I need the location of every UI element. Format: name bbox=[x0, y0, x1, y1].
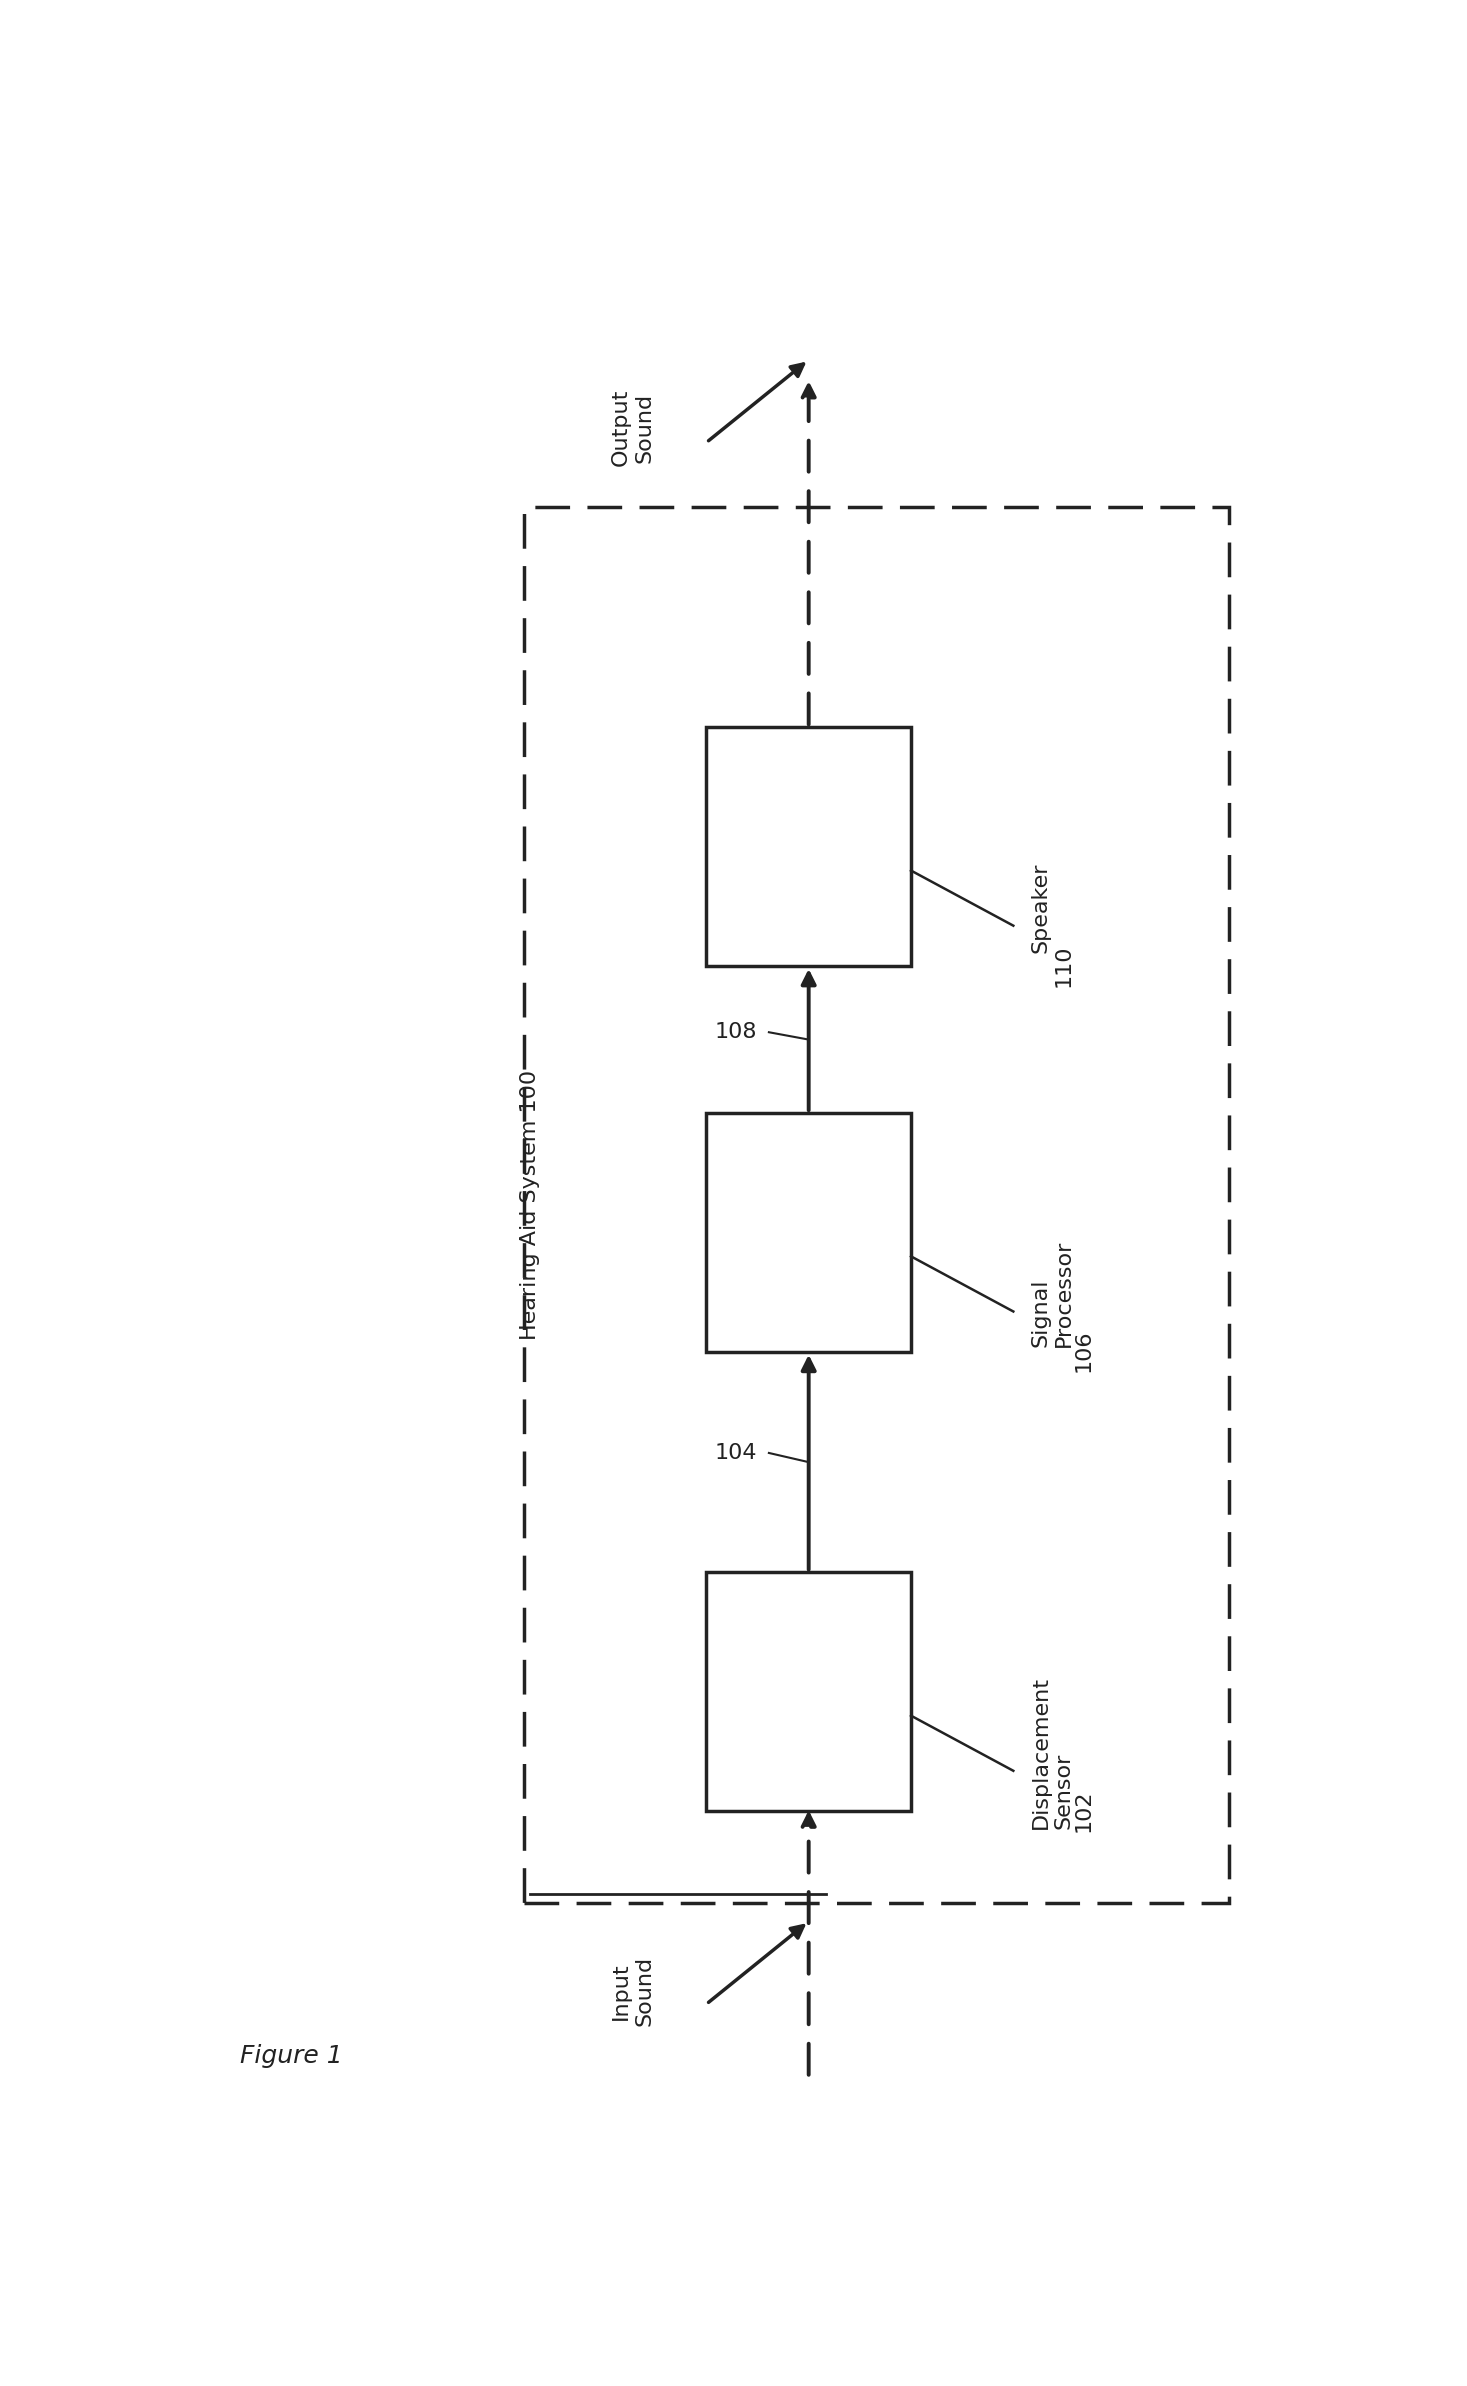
Text: Speaker: Speaker bbox=[1030, 861, 1050, 952]
Text: 104: 104 bbox=[714, 1444, 757, 1463]
Bar bbox=[707, 1112, 911, 1353]
Text: Figure 1: Figure 1 bbox=[241, 2045, 343, 2069]
Text: Hearing Aid System 100: Hearing Aid System 100 bbox=[521, 1069, 540, 1341]
Bar bbox=[525, 506, 1229, 1904]
Text: 110: 110 bbox=[1053, 945, 1074, 985]
Text: Displacement
Sensor: Displacement Sensor bbox=[1030, 1675, 1074, 1830]
Text: 102: 102 bbox=[1074, 1790, 1093, 1832]
Bar bbox=[707, 1572, 911, 1811]
Bar bbox=[707, 728, 911, 966]
Text: Signal
Processor: Signal Processor bbox=[1030, 1238, 1074, 1346]
Text: Input
Sound: Input Sound bbox=[610, 1957, 654, 2026]
Text: Output
Sound: Output Sound bbox=[610, 389, 654, 468]
Text: 108: 108 bbox=[714, 1021, 757, 1043]
Text: 106: 106 bbox=[1074, 1329, 1093, 1372]
